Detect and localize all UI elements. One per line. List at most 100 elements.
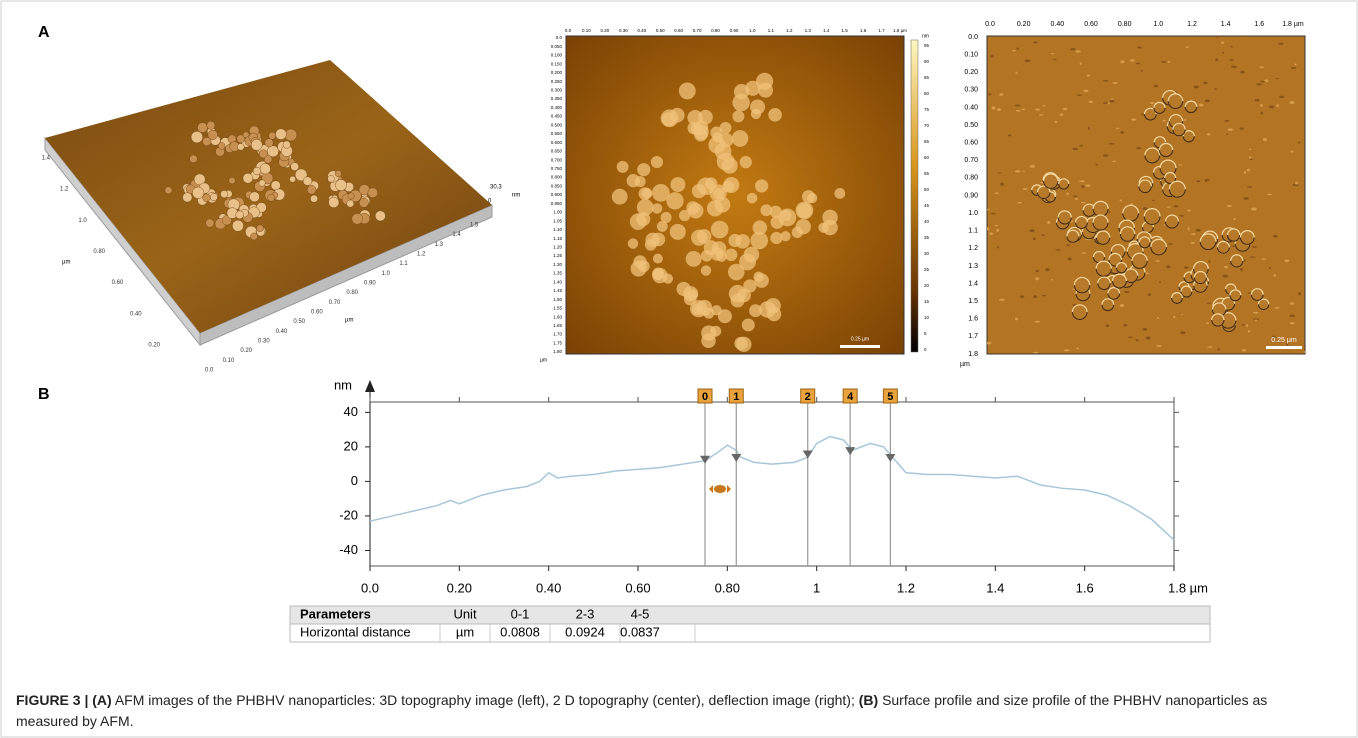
texture	[1120, 60, 1124, 63]
caption: FIGURE 3 | (A) AFM images of the PHBHV n…	[16, 690, 1316, 732]
texture	[1073, 148, 1078, 150]
axis-label: 1.80	[553, 349, 562, 354]
y-tick-label: 20	[344, 438, 358, 453]
texture	[1208, 260, 1210, 263]
texture	[1194, 86, 1199, 89]
z-label: 0	[488, 199, 492, 205]
texture	[1023, 188, 1028, 190]
texture	[1157, 317, 1160, 319]
table-cell: 0.0837	[620, 624, 660, 639]
texture	[1106, 324, 1109, 327]
table-header: Unit	[453, 606, 477, 621]
axis-label: 0.850	[551, 183, 563, 188]
texture	[1228, 128, 1233, 131]
axis-label: 0.20	[601, 28, 610, 33]
particle	[728, 234, 741, 247]
particle	[251, 233, 258, 240]
texture	[995, 225, 998, 227]
texture	[1051, 53, 1055, 54]
particle	[329, 197, 340, 208]
texture	[1246, 324, 1248, 327]
y-tick-label: 40	[344, 404, 358, 419]
texture	[1035, 277, 1039, 280]
particle	[291, 163, 299, 171]
z-label: nm	[512, 193, 520, 199]
texture	[1136, 339, 1139, 341]
axis-label: 0	[924, 347, 927, 352]
axis-label: 0.150	[551, 61, 563, 66]
particle	[652, 269, 663, 280]
parameter-table: ParametersUnit0-12-34-5Horizontal distan…	[290, 606, 1210, 642]
axis-label: 0.100	[551, 53, 563, 58]
texture	[1136, 147, 1141, 149]
texture	[1263, 138, 1267, 141]
particle	[368, 188, 378, 198]
texture	[1053, 59, 1057, 60]
texture	[1166, 265, 1170, 268]
texture	[1298, 141, 1301, 143]
texture	[1255, 320, 1257, 322]
axis-label: 1.0	[382, 271, 391, 277]
axis-label: 0.0	[985, 21, 995, 28]
texture	[1206, 322, 1209, 324]
scale-bar	[840, 345, 880, 348]
axis-label: 1.40	[553, 279, 562, 284]
particle	[758, 83, 773, 98]
texture	[1103, 80, 1108, 82]
axis-label: 75	[924, 107, 930, 112]
axis-label: 0.30	[964, 87, 978, 94]
texture	[1033, 295, 1037, 298]
axis-label: 1.5	[968, 298, 978, 305]
axis-label: 0.20	[1017, 21, 1031, 28]
particle	[686, 201, 699, 214]
particle	[617, 161, 629, 173]
axis-label: 0.80	[711, 28, 720, 33]
particle	[670, 108, 685, 123]
figure: A B nm ParametersUnit0-12-34-5Horizontal…	[0, 0, 1358, 738]
x-tick-label: 0.60	[625, 580, 650, 595]
particle	[760, 204, 772, 216]
particle	[229, 177, 236, 184]
axis-label: 1.25	[553, 253, 562, 258]
particle	[253, 167, 261, 175]
particle	[701, 325, 716, 340]
particle	[265, 139, 273, 147]
axis-label: 0.800	[551, 175, 563, 180]
caption-label: FIGURE 3 | (A)	[16, 692, 112, 708]
y-unit: nm	[334, 377, 352, 392]
particle	[732, 110, 744, 122]
table-cell: µm	[456, 624, 474, 639]
texture	[1108, 102, 1110, 104]
texture	[1066, 193, 1069, 196]
particle	[206, 219, 214, 227]
caption-label: (B)	[859, 692, 878, 708]
axis-label: 1.6	[1254, 21, 1264, 28]
texture	[1183, 119, 1186, 121]
particle	[679, 82, 696, 99]
texture	[1291, 67, 1296, 69]
texture	[1289, 101, 1294, 104]
texture	[1015, 105, 1021, 107]
particle	[771, 216, 784, 229]
axis-label: 0.950	[551, 201, 563, 206]
particle	[711, 221, 729, 239]
texture	[1130, 59, 1135, 61]
axis-label: 65	[924, 139, 930, 144]
texture	[988, 93, 991, 95]
texture	[1260, 104, 1263, 107]
particle	[285, 129, 297, 141]
particle	[670, 177, 685, 192]
texture	[1260, 112, 1263, 115]
particle	[740, 156, 752, 168]
axis-label: 1.2	[60, 187, 69, 193]
texture	[1304, 351, 1307, 353]
particle	[359, 198, 368, 207]
particle	[732, 130, 749, 147]
cursor-label: 4	[847, 391, 854, 403]
axis-label: 1.8 µm	[1282, 21, 1304, 28]
texture	[1140, 70, 1143, 72]
texture	[1284, 259, 1289, 262]
axis-label: 1.5	[842, 28, 849, 33]
particle	[237, 143, 244, 150]
texture	[1095, 164, 1098, 166]
